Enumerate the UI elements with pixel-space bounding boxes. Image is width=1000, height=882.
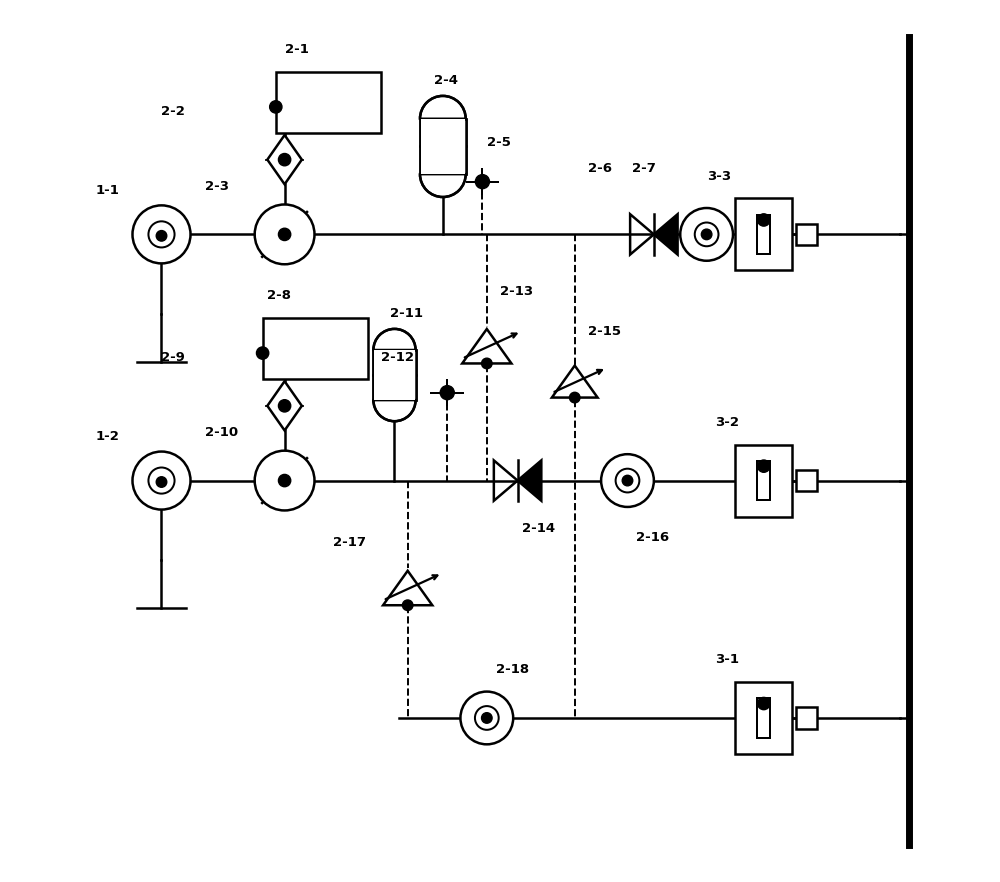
- Circle shape: [616, 468, 639, 492]
- Text: 2-8: 2-8: [267, 289, 291, 303]
- Circle shape: [701, 229, 712, 240]
- Circle shape: [255, 205, 314, 265]
- Bar: [276, 71, 381, 133]
- Circle shape: [148, 221, 175, 248]
- Text: 2-12: 2-12: [381, 351, 414, 364]
- Text: 3-1: 3-1: [715, 654, 739, 667]
- Text: 2-7: 2-7: [632, 162, 656, 175]
- Circle shape: [460, 691, 513, 744]
- Circle shape: [440, 385, 454, 400]
- Circle shape: [256, 347, 269, 359]
- Bar: [374, 350, 415, 400]
- Bar: [421, 119, 465, 174]
- Circle shape: [270, 101, 282, 113]
- Text: 3-3: 3-3: [707, 170, 731, 183]
- Text: 2-10: 2-10: [205, 426, 239, 438]
- Text: 2-3: 2-3: [205, 180, 229, 192]
- Circle shape: [278, 400, 291, 412]
- Circle shape: [278, 228, 291, 241]
- Bar: [757, 460, 770, 500]
- Bar: [796, 707, 817, 729]
- Circle shape: [255, 451, 314, 511]
- Polygon shape: [654, 214, 678, 255]
- Wedge shape: [373, 400, 416, 422]
- Circle shape: [695, 222, 718, 246]
- Circle shape: [758, 460, 770, 472]
- Text: 2-14: 2-14: [522, 522, 555, 535]
- Text: 2-9: 2-9: [161, 351, 185, 364]
- Bar: [420, 119, 466, 174]
- Polygon shape: [518, 460, 541, 501]
- Bar: [735, 682, 792, 754]
- Circle shape: [132, 206, 191, 264]
- Circle shape: [132, 452, 191, 510]
- Circle shape: [622, 475, 633, 486]
- Text: 3-2: 3-2: [715, 416, 739, 429]
- Circle shape: [475, 175, 489, 189]
- Circle shape: [680, 208, 733, 261]
- Circle shape: [278, 153, 291, 166]
- Text: 2-13: 2-13: [500, 285, 533, 298]
- Text: 2-17: 2-17: [333, 535, 366, 549]
- Circle shape: [278, 475, 291, 487]
- Text: 1-1: 1-1: [96, 184, 119, 197]
- Bar: [373, 350, 416, 400]
- Text: 1-2: 1-2: [96, 430, 119, 443]
- Circle shape: [569, 392, 580, 403]
- Wedge shape: [420, 96, 466, 119]
- Wedge shape: [420, 174, 466, 197]
- Bar: [757, 699, 770, 737]
- Text: 2-11: 2-11: [390, 307, 423, 320]
- Circle shape: [475, 706, 499, 729]
- Circle shape: [156, 477, 167, 487]
- Bar: [796, 470, 817, 491]
- Circle shape: [482, 358, 492, 369]
- Text: 2-4: 2-4: [434, 74, 458, 87]
- Text: 2-2: 2-2: [161, 105, 185, 118]
- Bar: [757, 214, 770, 254]
- Text: 2-6: 2-6: [588, 162, 612, 175]
- Text: 2-16: 2-16: [636, 531, 669, 544]
- Text: 2-18: 2-18: [496, 663, 529, 676]
- Circle shape: [482, 713, 492, 723]
- Circle shape: [148, 467, 175, 494]
- Bar: [735, 198, 792, 271]
- Bar: [796, 224, 817, 245]
- Circle shape: [601, 454, 654, 507]
- Wedge shape: [373, 329, 416, 350]
- Text: 2-15: 2-15: [588, 325, 621, 338]
- Bar: [263, 318, 368, 379]
- Circle shape: [156, 230, 167, 241]
- Circle shape: [402, 600, 413, 610]
- Polygon shape: [267, 135, 302, 184]
- Polygon shape: [267, 381, 302, 430]
- Bar: [735, 445, 792, 517]
- Circle shape: [758, 213, 770, 226]
- Text: 2-1: 2-1: [285, 43, 308, 56]
- Text: 2-5: 2-5: [487, 136, 511, 148]
- Circle shape: [758, 698, 770, 710]
